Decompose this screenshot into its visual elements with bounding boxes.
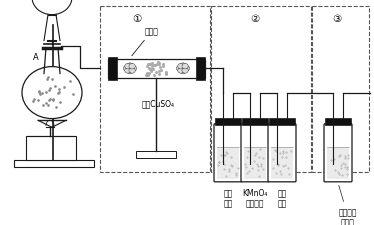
- Text: 足量澄清
石灰水: 足量澄清 石灰水: [339, 186, 357, 225]
- Circle shape: [177, 66, 183, 72]
- Bar: [108, 60, 205, 79]
- Circle shape: [129, 68, 135, 74]
- Circle shape: [131, 66, 137, 72]
- Text: A: A: [33, 52, 39, 61]
- Bar: [242, 118, 268, 125]
- Bar: [217, 148, 239, 179]
- Text: ②: ②: [250, 14, 260, 24]
- Bar: [100, 7, 210, 173]
- Text: 品红
溶液: 品红 溶液: [223, 188, 233, 207]
- Circle shape: [182, 64, 188, 70]
- Bar: [136, 151, 176, 158]
- Bar: [271, 148, 293, 179]
- Text: ③: ③: [332, 14, 341, 24]
- Circle shape: [32, 0, 72, 16]
- Bar: [211, 7, 311, 173]
- Circle shape: [178, 64, 184, 70]
- Text: 品红
溶液: 品红 溶液: [278, 188, 286, 207]
- FancyBboxPatch shape: [324, 124, 352, 182]
- Circle shape: [180, 64, 186, 69]
- Bar: [215, 118, 241, 125]
- Bar: [325, 118, 351, 125]
- Text: 无水CuSO₄: 无水CuSO₄: [141, 99, 175, 108]
- FancyBboxPatch shape: [214, 124, 242, 182]
- Bar: [14, 160, 94, 167]
- Bar: [196, 58, 205, 80]
- Bar: [108, 58, 117, 80]
- Circle shape: [182, 68, 188, 74]
- Text: ①: ①: [132, 14, 142, 24]
- Circle shape: [178, 68, 184, 74]
- Circle shape: [123, 66, 130, 72]
- Text: KMnO₄
酸性溶液: KMnO₄ 酸性溶液: [242, 188, 268, 207]
- Circle shape: [127, 69, 133, 74]
- Text: 棉花团: 棉花团: [132, 27, 159, 56]
- Circle shape: [125, 64, 131, 70]
- Bar: [244, 148, 266, 179]
- Circle shape: [129, 64, 135, 70]
- Bar: [269, 118, 295, 125]
- Circle shape: [22, 67, 82, 119]
- Circle shape: [125, 68, 131, 74]
- Circle shape: [180, 69, 186, 74]
- Bar: [312, 7, 369, 173]
- FancyBboxPatch shape: [268, 124, 296, 182]
- FancyBboxPatch shape: [26, 136, 76, 160]
- Circle shape: [127, 64, 133, 69]
- FancyBboxPatch shape: [241, 124, 269, 182]
- Bar: [327, 148, 349, 179]
- Circle shape: [183, 66, 190, 72]
